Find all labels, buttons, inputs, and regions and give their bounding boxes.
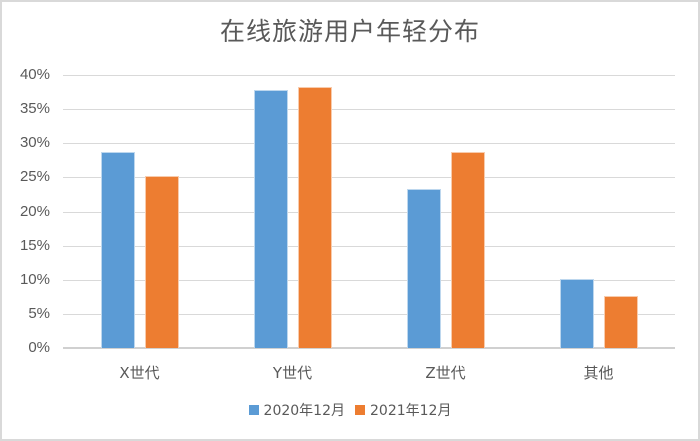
gridline (63, 313, 675, 315)
x-tick-label: Y世代 (272, 364, 313, 382)
bar[interactable] (144, 176, 179, 348)
y-tick-label: 30% (19, 134, 50, 152)
gridline (63, 245, 675, 247)
bar[interactable] (406, 188, 441, 348)
bar[interactable] (559, 279, 594, 348)
y-tick-label: 5% (28, 304, 50, 322)
legend-item-2020[interactable]: 2020年12月 (248, 400, 345, 420)
x-tick-label: X世代 (119, 364, 160, 382)
legend-item-2021[interactable]: 2021年12月 (355, 400, 451, 420)
plot-area (63, 75, 675, 349)
gridline (63, 75, 675, 76)
y-tick-label: 20% (19, 202, 50, 220)
legend-label: 2020年12月 (263, 403, 345, 419)
y-tick-label: 25% (19, 168, 50, 186)
bar[interactable] (297, 87, 332, 348)
x-tick-label: 其他 (583, 364, 614, 382)
y-tick-label: 10% (19, 270, 50, 288)
gridline (63, 143, 675, 145)
y-tick-label: 40% (19, 66, 50, 83)
x-axis-line (63, 347, 675, 349)
y-tick-label: 15% (19, 236, 50, 254)
bar[interactable] (253, 90, 288, 348)
gridline (63, 279, 675, 281)
gridline (63, 211, 675, 213)
legend: 2020年12月 2021年12月 (0, 400, 700, 420)
x-tick-label: Z世代 (425, 364, 466, 382)
legend-swatch-icon (248, 405, 259, 415)
bar[interactable] (100, 152, 135, 348)
bar[interactable] (450, 152, 485, 348)
legend-swatch-icon (355, 405, 365, 415)
chart-title: 在线旅游用户年轻分布 (219, 17, 480, 46)
bar[interactable] (603, 296, 638, 348)
legend-label: 2021年12月 (370, 403, 452, 419)
y-tick-label: 35% (19, 100, 50, 118)
gridline (63, 109, 675, 111)
y-tick-label: 0% (28, 339, 50, 356)
gridline (63, 177, 675, 179)
